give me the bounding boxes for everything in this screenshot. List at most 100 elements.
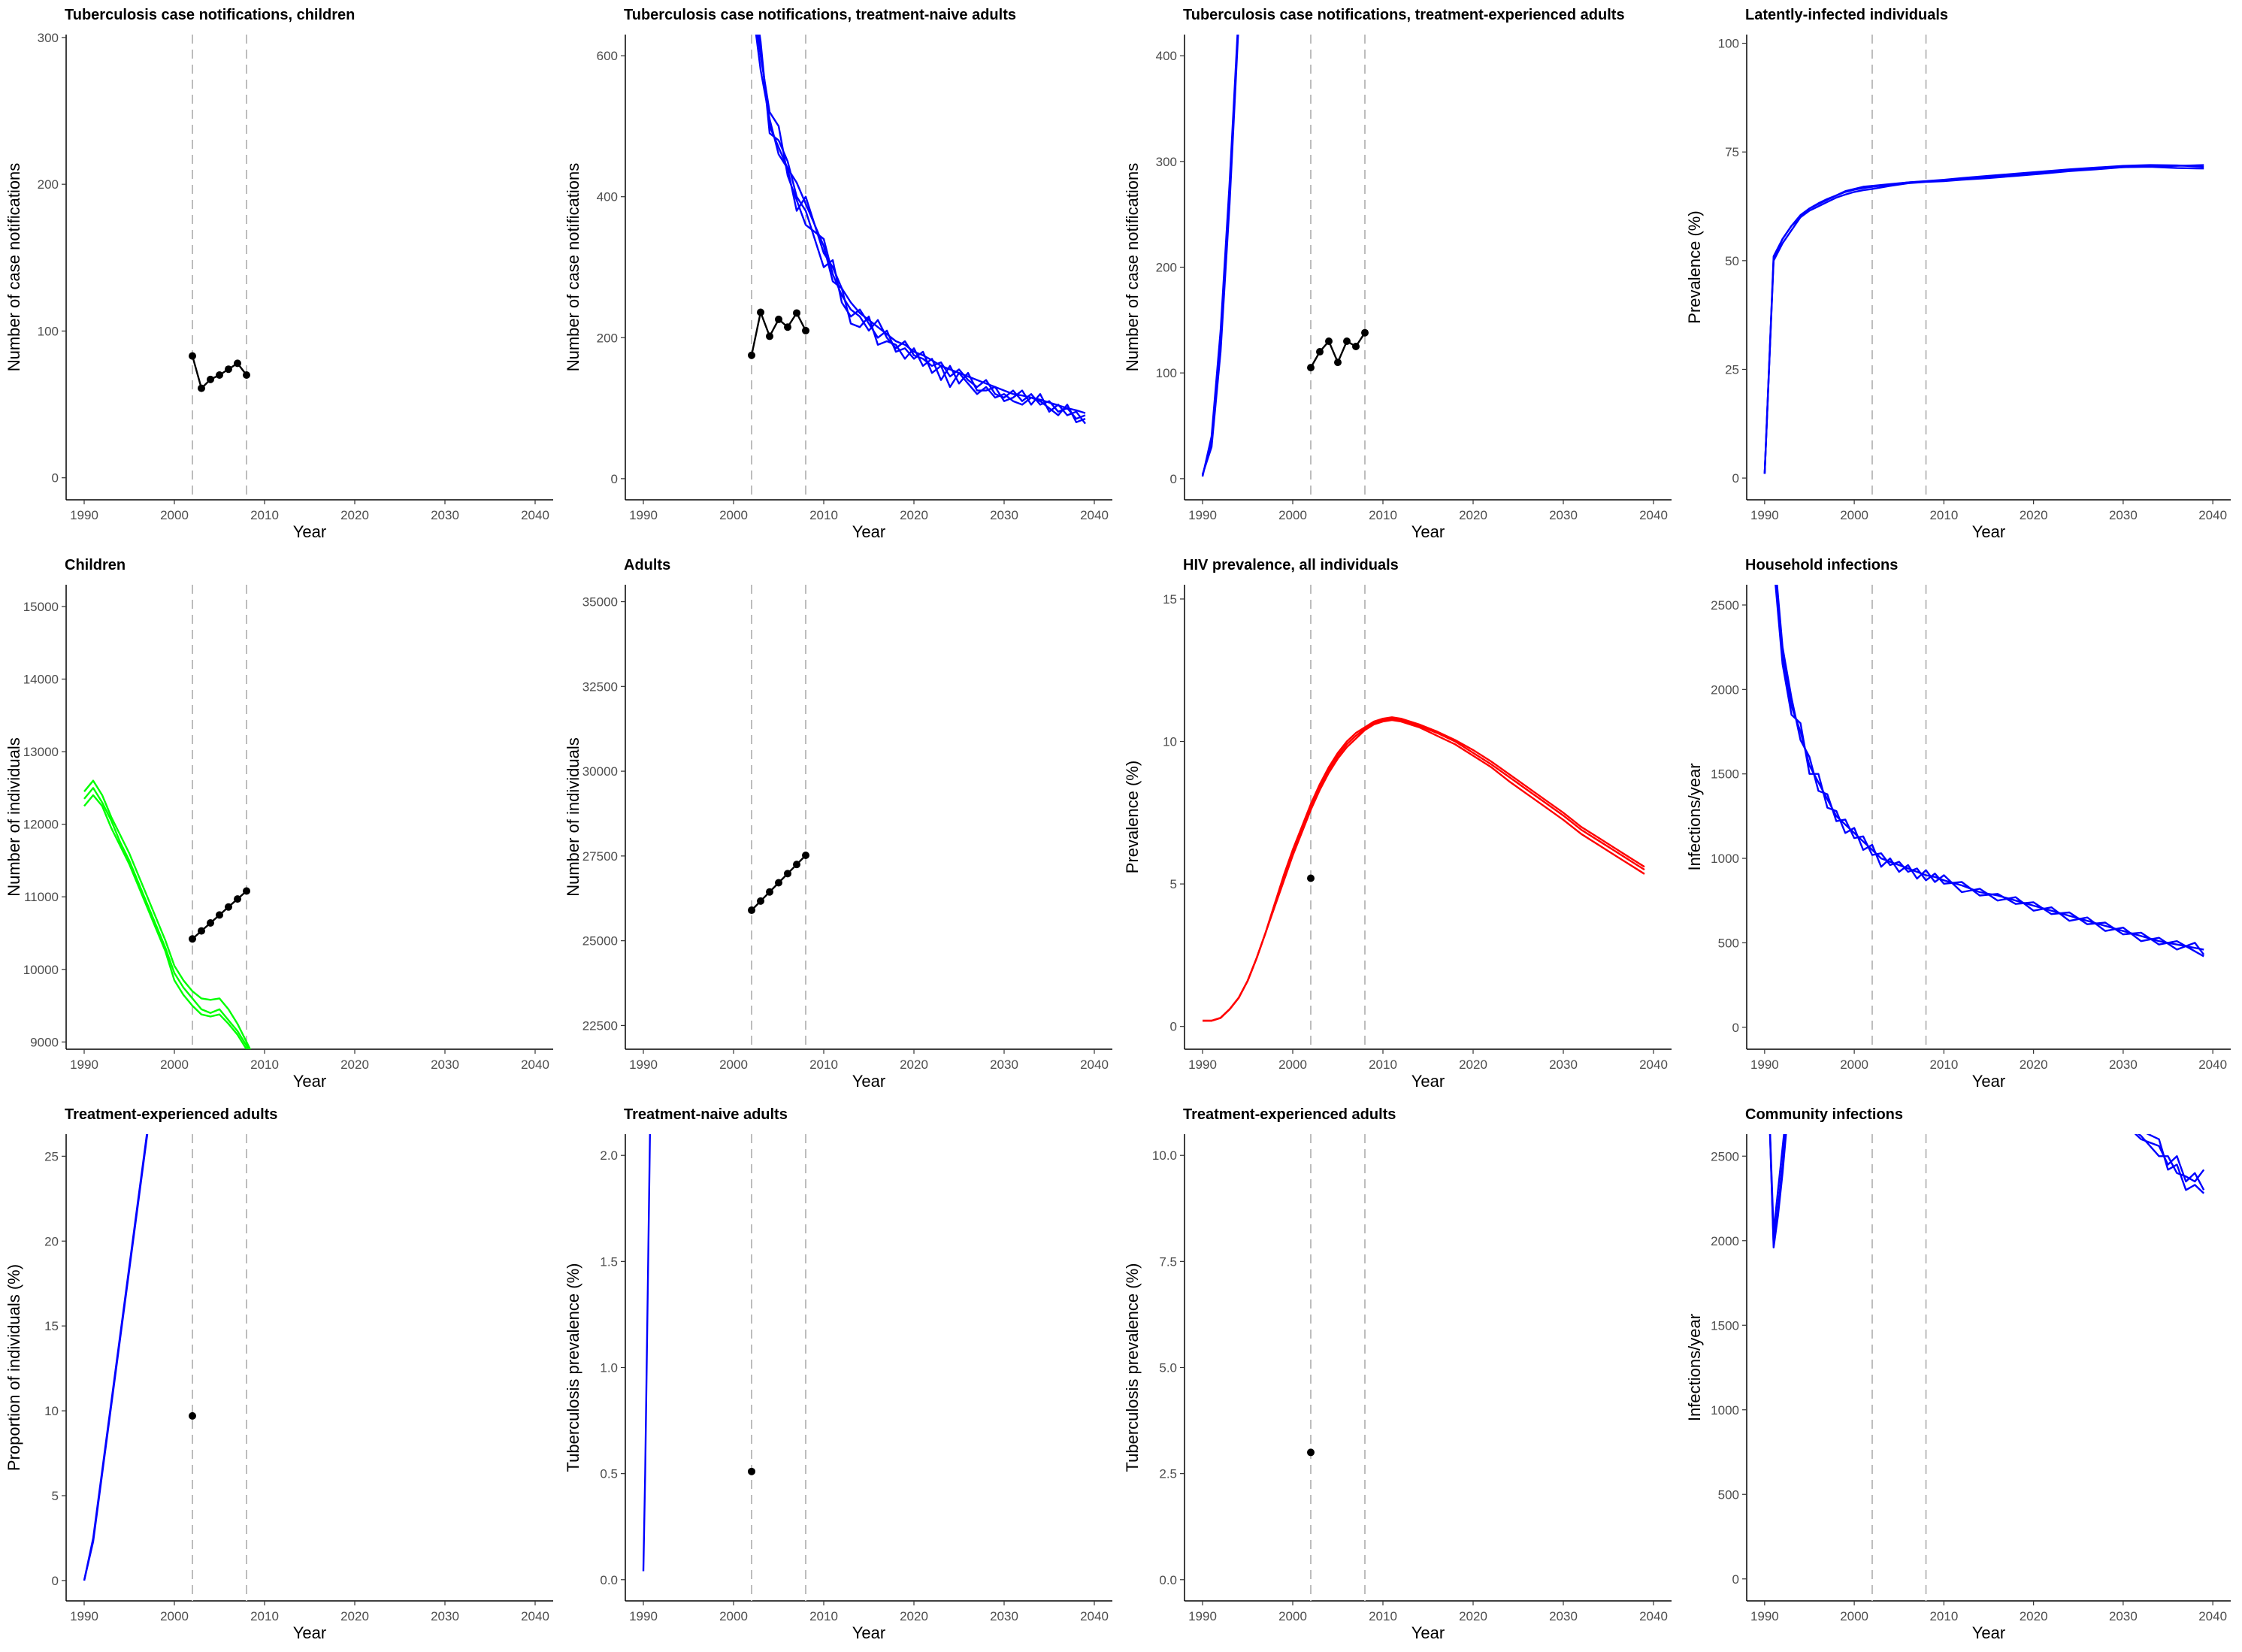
- x-tick-label: 2000: [1278, 1609, 1307, 1623]
- x-tick-label: 1990: [629, 1057, 658, 1072]
- y-tick-label: 15000: [23, 600, 59, 614]
- series-group: [83, 1134, 196, 1581]
- y-tick-label: 200: [38, 177, 59, 192]
- observed-point: [766, 888, 773, 896]
- y-tick-label: 15: [44, 1319, 59, 1333]
- y-axis-label: Number of individuals: [564, 737, 582, 897]
- y-tick-label: 0.0: [600, 1573, 618, 1587]
- series-group: [1307, 1448, 1315, 1457]
- x-tick-label: 2030: [431, 508, 459, 522]
- panel-10: Treatment-naive adults 1990 2000 2010 2020 20…: [564, 1106, 1112, 1642]
- x-tick-label: 2040: [1080, 1057, 1109, 1072]
- x-tick-label: 2040: [521, 1057, 549, 1072]
- x-tick-label: 2020: [340, 1057, 369, 1072]
- panel-title: Tuberculosis case notifications, treatme…: [1183, 7, 1625, 23]
- x-tick-label: 2040: [521, 508, 549, 522]
- x-tick-label: 2040: [2198, 508, 2227, 522]
- y-axis-label: Proportion of individuals (%): [5, 1264, 23, 1471]
- panel-12: Community infections 1990 2000 2010 2020 2030…: [1685, 1106, 2231, 1642]
- y-tick-label: 25000: [582, 934, 618, 949]
- y-tick-label: 0: [1170, 472, 1177, 486]
- x-axis-label: Year: [1411, 1072, 1445, 1091]
- observed-point: [243, 887, 250, 895]
- x-tick-label: 2010: [250, 1057, 279, 1072]
- y-tick-label: 15: [1163, 592, 1177, 607]
- y-axis-label: Infections/year: [1685, 1314, 1704, 1421]
- observed-point: [793, 309, 800, 317]
- model-series-line: [1775, 585, 2204, 951]
- series-group: [748, 851, 809, 915]
- y-tick-label: 500: [1718, 936, 1739, 950]
- series-group: [1203, 716, 1645, 1022]
- x-tick-label: 2020: [900, 1057, 928, 1072]
- panel-title: Community infections: [1745, 1106, 1903, 1123]
- y-tick-label: 9000: [30, 1035, 59, 1049]
- x-tick-label: 2030: [990, 508, 1018, 522]
- y-tick-label: 25: [1725, 362, 1739, 377]
- x-tick-label: 1990: [629, 1609, 658, 1623]
- x-axis-label: Year: [852, 1623, 885, 1642]
- model-series-line: [1768, 1134, 1787, 1249]
- observed-point: [784, 323, 791, 331]
- observed-point: [189, 1411, 196, 1420]
- x-tick-label: 2020: [340, 508, 369, 522]
- x-axis-label: Year: [1411, 1623, 1445, 1642]
- observed-point: [784, 870, 791, 878]
- observed-point: [748, 906, 755, 915]
- y-tick-label: 32500: [582, 679, 618, 694]
- observed-point: [802, 851, 809, 859]
- x-tick-label: 2030: [2109, 508, 2138, 522]
- y-tick-label: 500: [1718, 1487, 1739, 1502]
- x-tick-label: 2030: [431, 1057, 459, 1072]
- observed-point: [225, 903, 232, 911]
- observed-point: [216, 371, 223, 380]
- x-tick-label: 2000: [719, 508, 748, 522]
- y-tick-label: 0.5: [600, 1467, 618, 1481]
- series-group: [189, 352, 250, 392]
- x-tick-label: 2020: [900, 508, 928, 522]
- y-tick-label: 75: [1725, 145, 1739, 159]
- x-tick-label: 2000: [1278, 508, 1307, 522]
- model-series-line: [2137, 1134, 2205, 1183]
- x-tick-label: 2000: [1840, 1057, 1868, 1072]
- y-tick-label: 100: [38, 324, 59, 338]
- panel-title: Tuberculosis case notifications, treatme…: [624, 7, 1016, 23]
- y-tick-label: 22500: [582, 1018, 618, 1033]
- observed-point: [802, 326, 809, 334]
- x-tick-label: 2040: [2198, 1609, 2227, 1623]
- observed-point: [748, 351, 755, 359]
- observed-point: [775, 315, 782, 323]
- x-tick-label: 2040: [1639, 508, 1668, 522]
- observed-point: [189, 935, 196, 943]
- y-tick-label: 10000: [23, 963, 59, 977]
- x-tick-label: 2000: [719, 1609, 748, 1623]
- x-tick-label: 2040: [521, 1609, 549, 1623]
- y-axis-label: Number of case notifications: [5, 163, 23, 372]
- model-series-line: [83, 794, 248, 1049]
- y-tick-label: 12000: [23, 818, 59, 832]
- x-tick-label: 2030: [990, 1609, 1018, 1623]
- y-tick-label: 1000: [1711, 852, 1739, 866]
- y-tick-label: 2.5: [1159, 1467, 1177, 1481]
- series-group: [1775, 585, 2205, 958]
- observed-point: [234, 895, 241, 903]
- model-series-line: [1763, 164, 2204, 474]
- x-tick-label: 2040: [1080, 508, 1109, 522]
- x-tick-label: 2030: [2109, 1609, 2138, 1623]
- model-series-line: [1203, 716, 1645, 1022]
- panel-title: Treatment-experienced adults: [1183, 1106, 1396, 1123]
- x-tick-label: 1990: [70, 1057, 98, 1072]
- x-tick-label: 2000: [160, 1609, 189, 1623]
- x-tick-label: 2010: [250, 508, 279, 522]
- panel-6: Adults 1990 2000 2010 2020 2030 2040 22500 25000…: [564, 557, 1112, 1091]
- x-tick-label: 2000: [1840, 508, 1868, 522]
- x-tick-label: 1990: [1188, 1609, 1217, 1623]
- y-tick-label: 300: [38, 31, 59, 45]
- panel-8: Household infections 1990 2000 2010 2020 2030…: [1685, 557, 2231, 1091]
- panel-title: Treatment-naive adults: [624, 1106, 788, 1123]
- x-tick-label: 1990: [1750, 1609, 1779, 1623]
- model-series-line: [1203, 718, 1645, 1022]
- panel-7: HIV prevalence, all individuals 1990 2000 2…: [1123, 557, 1672, 1091]
- observed-point: [207, 918, 214, 927]
